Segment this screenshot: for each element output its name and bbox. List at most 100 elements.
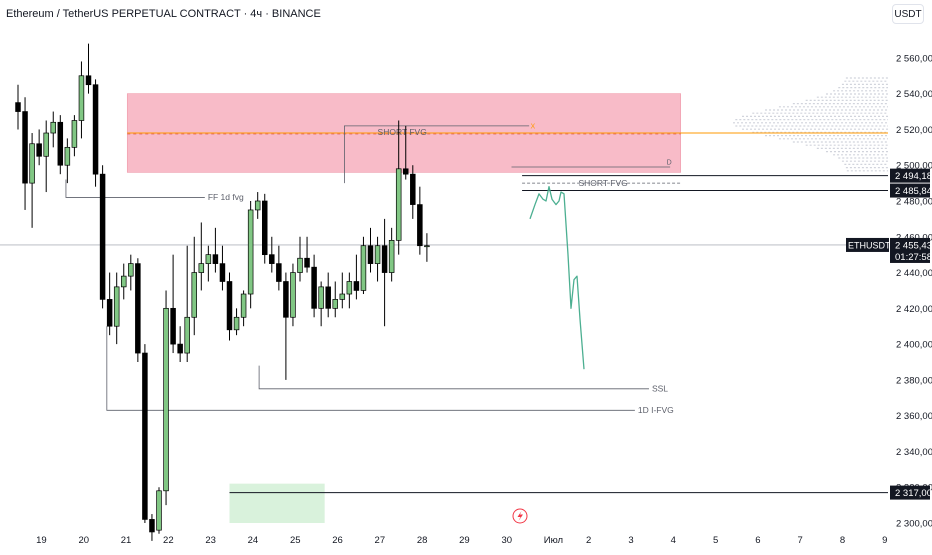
candle	[276, 245, 282, 291]
candle-body	[346, 281, 353, 295]
time-axis-tick: 9	[882, 535, 887, 546]
candle-body	[120, 275, 127, 288]
candle	[50, 111, 56, 148]
d-marker-label: D	[667, 159, 672, 166]
candle-body	[163, 307, 169, 492]
one-d-ifvg-line	[106, 326, 635, 411]
ff-1d-fvg-line	[65, 179, 205, 198]
price-axis-tick: 2 500,00	[896, 161, 932, 172]
candle	[353, 254, 360, 300]
short-fvg-top-line	[344, 125, 530, 184]
candle	[403, 125, 409, 180]
candle	[395, 120, 402, 255]
time-axis-tick: 8	[840, 535, 845, 546]
currency-button[interactable]: USDT	[892, 4, 924, 24]
candle	[219, 245, 226, 291]
time-axis-tick: 26	[332, 535, 343, 546]
time-axis-tick: 3	[628, 535, 633, 546]
candle	[85, 43, 92, 94]
candle-body	[50, 121, 56, 134]
candle-body	[374, 245, 381, 264]
candle-body	[29, 143, 35, 184]
candle-body	[71, 120, 78, 148]
forecast-path	[529, 186, 585, 370]
ssl-line	[258, 365, 649, 390]
candle	[170, 254, 176, 354]
price-tag-bg	[890, 485, 930, 500]
countdown-timer: 01:27:58	[895, 252, 932, 263]
candle-body	[85, 75, 92, 86]
candle-body	[99, 173, 106, 300]
candle	[388, 227, 395, 282]
candle	[191, 236, 198, 336]
candle-body	[395, 168, 402, 241]
price-axis-tick: 2 540,00	[896, 89, 932, 100]
candle	[163, 290, 169, 506]
price-axis-tick: 2 380,00	[896, 375, 932, 386]
candle-body	[149, 519, 155, 533]
price-axis-tick: 2 340,00	[896, 447, 932, 458]
candle-body	[367, 245, 374, 264]
chart-title: Ethereum / TetherUS PERPETUAL CONTRACT ·…	[6, 8, 321, 20]
time-axis-tick: 29	[459, 535, 470, 546]
price-axis-tick: 2 480,00	[896, 197, 932, 208]
candle	[339, 272, 346, 309]
candle-body	[170, 307, 176, 345]
price-axis-tick: 2 560,00	[896, 53, 932, 64]
candle-body	[283, 281, 289, 318]
time-axis-tick: 24	[248, 535, 259, 546]
candle-body	[36, 143, 42, 157]
candle	[99, 165, 106, 309]
candle-body	[78, 75, 85, 121]
candle	[120, 263, 127, 300]
candle	[290, 263, 296, 327]
candle-body	[262, 200, 268, 256]
candle	[346, 272, 353, 309]
demand-zone	[229, 483, 325, 523]
candle	[233, 308, 240, 336]
candle-body	[92, 84, 99, 175]
candle	[29, 133, 35, 228]
time-axis-tick: 28	[417, 535, 428, 546]
candle-body	[388, 240, 395, 273]
price-tag-label: 2 485,84	[895, 186, 932, 197]
candle	[360, 236, 367, 295]
candle-body	[142, 352, 148, 520]
price-axis-tick: 2 400,00	[896, 340, 932, 351]
candle-body	[410, 173, 416, 205]
candle-body	[113, 286, 120, 327]
candle	[22, 97, 28, 210]
time-axis-tick: 21	[121, 535, 132, 546]
price-axis-tick: 2 300,00	[896, 519, 932, 530]
candle	[424, 233, 430, 262]
candle	[240, 290, 247, 327]
short-fvg-x-marker: X	[531, 124, 536, 131]
candle	[156, 487, 162, 534]
candle-body	[177, 343, 183, 354]
candle-body	[318, 286, 324, 309]
symbol-tag-label: ETHUSDT.P	[848, 240, 898, 250]
candle	[113, 272, 120, 345]
lightning-icon	[512, 508, 528, 524]
candle-body	[325, 286, 331, 309]
candle	[381, 218, 388, 327]
one-d-ifvg-label: 1D I-FVG	[638, 405, 674, 415]
candle	[64, 138, 71, 184]
candle	[212, 227, 219, 273]
candle-body	[233, 316, 240, 331]
candle	[198, 222, 205, 291]
price-axis: 2 300,002 320,002 340,002 360,002 380,00…	[896, 53, 932, 529]
candle	[71, 115, 78, 157]
candle-body	[311, 266, 317, 309]
candle-body	[276, 263, 282, 282]
last-price-bg	[890, 237, 930, 263]
price-axis-tick: 2 460,00	[896, 232, 932, 243]
candle	[226, 272, 233, 341]
candle	[128, 254, 134, 291]
candle	[262, 193, 268, 264]
candle	[36, 129, 42, 166]
candle-body	[254, 200, 261, 211]
